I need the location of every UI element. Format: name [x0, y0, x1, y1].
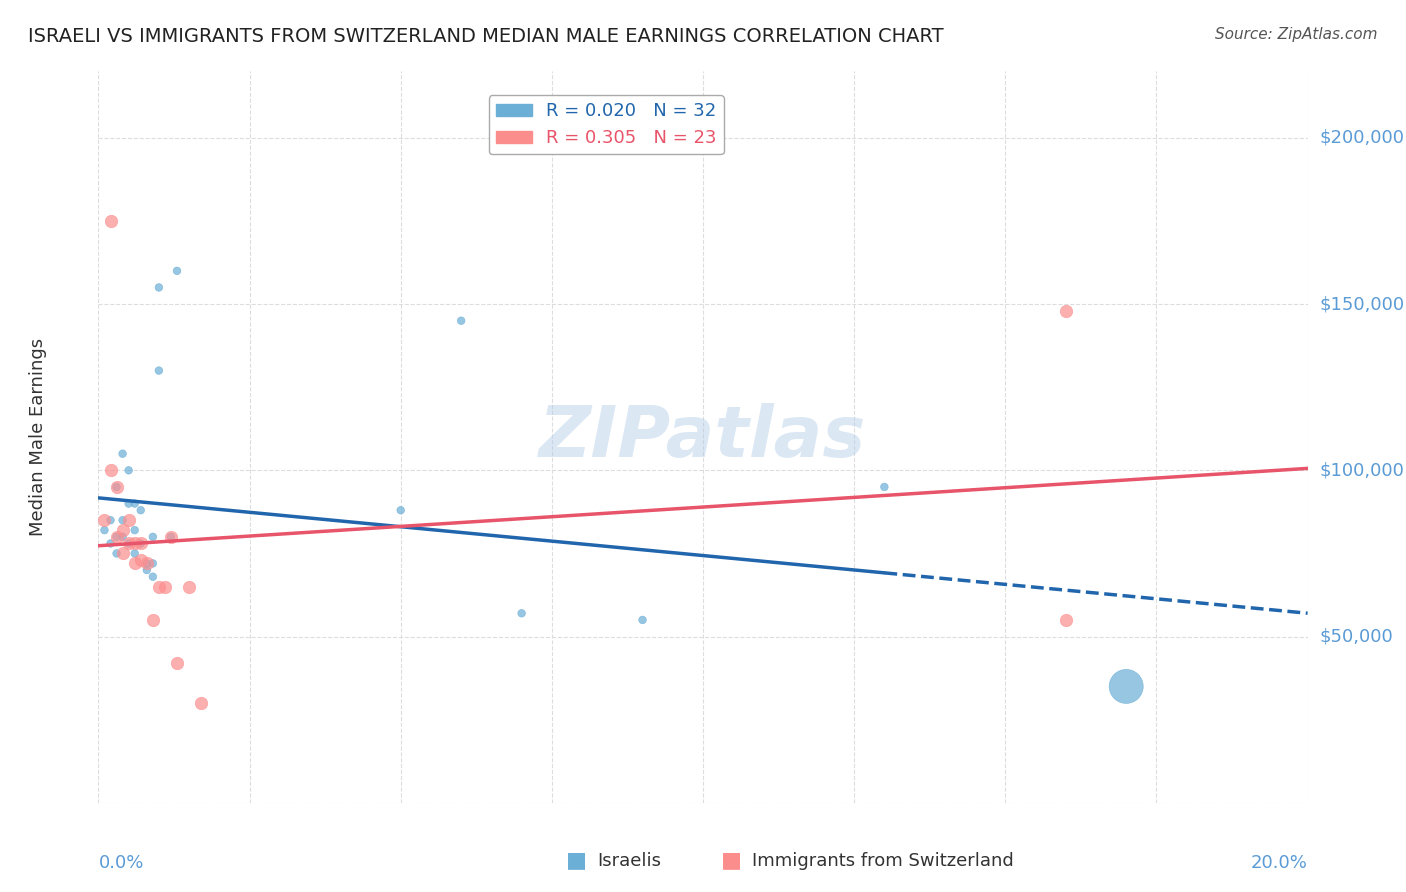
- Point: [135, 563, 157, 577]
- Point: [124, 546, 146, 560]
- Text: ZIPatlas: ZIPatlas: [540, 402, 866, 472]
- Point: [1054, 613, 1077, 627]
- Point: [129, 536, 152, 550]
- Text: $150,000: $150,000: [1320, 295, 1405, 313]
- Point: [166, 264, 188, 278]
- Point: [118, 536, 141, 550]
- Text: ■: ■: [567, 850, 586, 870]
- Point: [631, 613, 654, 627]
- Point: [510, 607, 533, 621]
- Point: [111, 546, 134, 560]
- Text: $50,000: $50,000: [1320, 628, 1393, 646]
- Point: [1115, 680, 1137, 694]
- Point: [160, 530, 183, 544]
- Text: Source: ZipAtlas.com: Source: ZipAtlas.com: [1215, 27, 1378, 42]
- Text: Median Male Earnings: Median Male Earnings: [30, 338, 46, 536]
- Text: $100,000: $100,000: [1320, 461, 1405, 479]
- Point: [148, 363, 170, 377]
- Point: [100, 536, 122, 550]
- Point: [389, 503, 412, 517]
- Point: [118, 536, 141, 550]
- Point: [124, 497, 146, 511]
- Text: Immigrants from Switzerland: Immigrants from Switzerland: [752, 852, 1014, 870]
- Point: [111, 513, 134, 527]
- Point: [93, 523, 115, 537]
- Point: [100, 513, 122, 527]
- Text: 20.0%: 20.0%: [1251, 854, 1308, 872]
- Point: [111, 523, 134, 537]
- Point: [129, 536, 152, 550]
- Text: 0.0%: 0.0%: [98, 854, 143, 872]
- Text: ■: ■: [721, 850, 741, 870]
- Point: [153, 580, 176, 594]
- Point: [105, 546, 128, 560]
- Point: [100, 214, 122, 228]
- Point: [873, 480, 896, 494]
- Point: [105, 530, 128, 544]
- Point: [100, 463, 122, 477]
- Point: [148, 280, 170, 294]
- Point: [124, 536, 146, 550]
- Point: [142, 613, 165, 627]
- Point: [450, 314, 472, 328]
- Point: [111, 447, 134, 461]
- Point: [135, 557, 157, 571]
- Point: [124, 557, 146, 571]
- Point: [160, 530, 183, 544]
- Point: [118, 513, 141, 527]
- Point: [142, 557, 165, 571]
- Point: [142, 570, 165, 584]
- Point: [1054, 303, 1077, 318]
- Point: [118, 463, 141, 477]
- Legend: R = 0.020   N = 32, R = 0.305   N = 23: R = 0.020 N = 32, R = 0.305 N = 23: [488, 95, 724, 154]
- Point: [93, 513, 115, 527]
- Point: [142, 530, 165, 544]
- Point: [124, 523, 146, 537]
- Text: Israelis: Israelis: [598, 852, 662, 870]
- Point: [190, 696, 212, 710]
- Point: [105, 480, 128, 494]
- Point: [148, 580, 170, 594]
- Point: [105, 530, 128, 544]
- Point: [129, 503, 152, 517]
- Text: ISRAELI VS IMMIGRANTS FROM SWITZERLAND MEDIAN MALE EARNINGS CORRELATION CHART: ISRAELI VS IMMIGRANTS FROM SWITZERLAND M…: [28, 27, 943, 45]
- Point: [111, 530, 134, 544]
- Point: [135, 557, 157, 571]
- Point: [129, 553, 152, 567]
- Point: [166, 656, 188, 670]
- Point: [179, 580, 201, 594]
- Point: [118, 497, 141, 511]
- Point: [105, 480, 128, 494]
- Text: $200,000: $200,000: [1320, 128, 1405, 147]
